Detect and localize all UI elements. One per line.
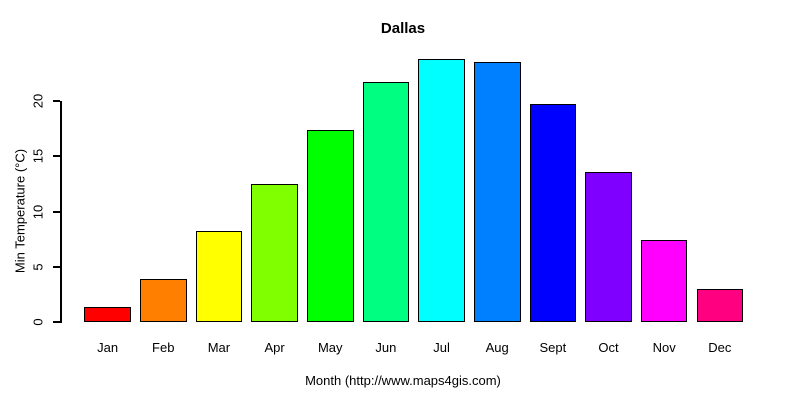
bar-aug: [473, 61, 521, 323]
month-label-apr: Apr: [264, 340, 285, 355]
bar-jan: [84, 306, 131, 323]
month-label-may: May: [317, 340, 343, 355]
y-tick-10: [53, 210, 60, 213]
bar-mar: [195, 231, 243, 323]
month-label-feb: Feb: [152, 340, 175, 355]
y-tick-0: [53, 321, 60, 324]
y-tick-label-0: 0: [30, 318, 46, 326]
month-label-jul: Jul: [433, 340, 450, 355]
y-tick-15: [53, 155, 60, 158]
y-axis-label: Min Temperature (°C): [12, 148, 28, 274]
y-axis-line: [60, 100, 62, 324]
y-tick-5: [53, 265, 60, 268]
x-axis-label: Month (http://www.maps4gis.com): [305, 373, 501, 388]
month-label-mar: Mar: [207, 340, 231, 355]
bar-feb: [139, 279, 187, 323]
bar-oct: [585, 171, 632, 323]
y-tick-label-15: 15: [30, 148, 46, 164]
y-tick-label-5: 5: [30, 263, 46, 271]
bar-nov: [640, 240, 688, 323]
y-tick-20: [53, 99, 60, 102]
chart-title: Dallas: [380, 20, 426, 37]
bar-sept: [529, 104, 577, 323]
month-label-nov: Nov: [652, 340, 676, 355]
y-tick-label-20: 20: [30, 93, 46, 108]
month-label-dec: Dec: [708, 340, 732, 355]
bar-apr: [251, 183, 298, 323]
month-label-oct: Oct: [598, 340, 619, 355]
month-label-aug: Aug: [485, 340, 509, 355]
bar-dec: [696, 289, 744, 323]
month-label-jan: Jan: [97, 340, 119, 355]
bar-may: [306, 129, 354, 323]
bar-jun: [362, 81, 410, 323]
y-tick-label-10: 10: [30, 204, 46, 219]
month-label-jun: Jun: [375, 340, 397, 355]
bar-jul: [418, 58, 465, 323]
month-label-sept: Sept: [539, 340, 567, 355]
